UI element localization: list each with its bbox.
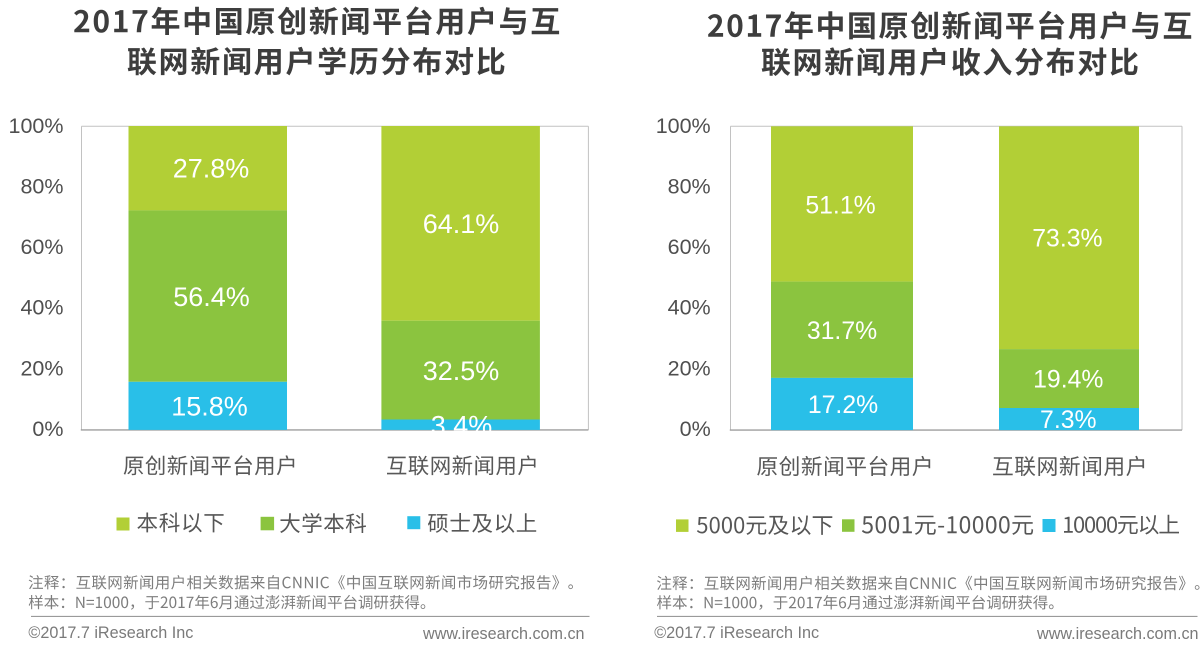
svg-text:80%: 80% [20,174,63,198]
svg-text:0%: 0% [680,417,711,441]
svg-text:73.3%: 73.3% [1032,226,1102,253]
svg-text:80%: 80% [668,174,711,198]
svg-text:©2017.7 iResearch Inc: ©2017.7 iResearch Inc [654,624,819,642]
svg-text:3.4%: 3.4% [431,411,493,441]
svg-text:31.7%: 31.7% [807,318,877,345]
svg-text:60%: 60% [20,235,63,259]
svg-text:56.4%: 56.4% [173,282,250,312]
svg-text:20%: 20% [20,356,63,380]
svg-text:www.iresearch.com.cn: www.iresearch.com.cn [1036,625,1198,643]
svg-text:51.1%: 51.1% [805,192,875,219]
svg-text:32.5%: 32.5% [423,356,500,386]
svg-text:64.1%: 64.1% [423,209,500,239]
svg-text:www.iresearch.com.cn: www.iresearch.com.cn [422,625,584,643]
svg-text:15.8%: 15.8% [171,392,248,422]
svg-text:27.8%: 27.8% [173,154,250,184]
svg-text:20%: 20% [668,356,711,380]
svg-text:0%: 0% [32,417,63,441]
svg-text:40%: 40% [20,296,63,320]
svg-text:40%: 40% [668,296,711,320]
svg-text:100%: 100% [9,114,64,138]
svg-text:©2017.7 iResearch Inc: ©2017.7 iResearch Inc [28,624,193,642]
svg-text:17.2%: 17.2% [808,392,878,419]
svg-text:100%: 100% [656,114,711,138]
svg-text:60%: 60% [668,235,711,259]
svg-text:7.3%: 7.3% [1040,407,1097,434]
svg-text:19.4%: 19.4% [1033,367,1103,394]
